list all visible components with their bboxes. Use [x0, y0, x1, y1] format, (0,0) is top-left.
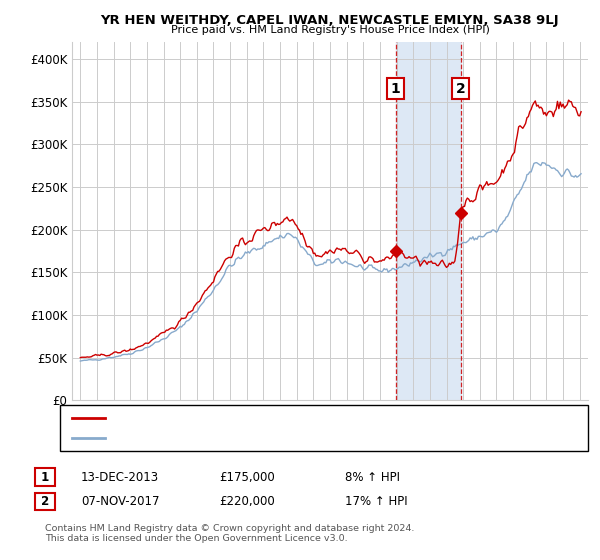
Text: 07-NOV-2017: 07-NOV-2017 — [81, 494, 160, 508]
Line: YR HEN WEITHDY, CAPEL IWAN, NEWCASTLE EMLYN, SA38 9LJ (detached house): YR HEN WEITHDY, CAPEL IWAN, NEWCASTLE EM… — [80, 100, 581, 358]
HPI: Average price, detached house, Carmarthenshire: (2.02e+03, 1.81e+05): Average price, detached house, Carmarthe… — [450, 243, 457, 250]
YR HEN WEITHDY, CAPEL IWAN, NEWCASTLE EMLYN, SA38 9LJ (detached house) — [447, 261, 454, 268]
Text: YR HEN WEITHDY, CAPEL IWAN, NEWCASTLE EMLYN, SA38 9LJ: YR HEN WEITHDY, CAPEL IWAN, NEWCASTLE EM… — [101, 14, 559, 27]
Text: 1: 1 — [37, 470, 53, 484]
HPI: Average price, detached house, Carmarthenshire: (2.02e+03, 1.78e+05): Average price, detached house, Carmarthe… — [447, 245, 454, 252]
Text: YR HEN WEITHDY, CAPEL IWAN, NEWCASTLE EMLYN, SA38 9LJ (detached house): YR HEN WEITHDY, CAPEL IWAN, NEWCASTLE EM… — [111, 413, 526, 423]
Text: 1: 1 — [391, 82, 401, 96]
YR HEN WEITHDY, CAPEL IWAN, NEWCASTLE EMLYN, SA38 9LJ (detached house) — [511, 149, 518, 156]
YR HEN WEITHDY, CAPEL IWAN, NEWCASTLE EMLYN, SA38 9LJ (detached house) — [565, 97, 572, 104]
YR HEN WEITHDY, CAPEL IWAN, NEWCASTLE EMLYN, SA38 9LJ (detached house) — [336, 246, 343, 253]
HPI: Average price, detached house, Carmarthenshire: (2e+03, 4.61e+04): Average price, detached house, Carmarthe… — [77, 358, 84, 365]
Text: 2: 2 — [456, 82, 466, 96]
YR HEN WEITHDY, CAPEL IWAN, NEWCASTLE EMLYN, SA38 9LJ (detached house) — [250, 232, 257, 239]
Text: £220,000: £220,000 — [219, 494, 275, 508]
Bar — [396, 42, 461, 400]
Text: 17% ↑ HPI: 17% ↑ HPI — [345, 494, 407, 508]
YR HEN WEITHDY, CAPEL IWAN, NEWCASTLE EMLYN, SA38 9LJ (detached house) — [437, 258, 445, 265]
HPI: Average price, detached house, Carmarthenshire: (2.02e+03, 2.36e+05): Average price, detached house, Carmarthe… — [511, 196, 518, 203]
HPI: Average price, detached house, Carmarthenshire: (2.01e+03, 1.64e+05): Average price, detached house, Carmarthe… — [336, 257, 343, 264]
Text: Contains HM Land Registry data © Crown copyright and database right 2024.
This d: Contains HM Land Registry data © Crown c… — [45, 524, 415, 543]
Text: 13-DEC-2013: 13-DEC-2013 — [81, 470, 159, 484]
HPI: Average price, detached house, Carmarthenshire: (2.02e+03, 1.73e+05): Average price, detached house, Carmarthe… — [437, 249, 445, 256]
Text: 8% ↑ HPI: 8% ↑ HPI — [345, 470, 400, 484]
HPI: Average price, detached house, Carmarthenshire: (2.01e+03, 1.78e+05): Average price, detached house, Carmarthe… — [250, 245, 257, 251]
HPI: Average price, detached house, Carmarthenshire: (2.02e+03, 2.79e+05): Average price, detached house, Carmarthe… — [539, 159, 546, 166]
Line: HPI: Average price, detached house, Carmarthenshire: HPI: Average price, detached house, Carm… — [80, 162, 581, 361]
YR HEN WEITHDY, CAPEL IWAN, NEWCASTLE EMLYN, SA38 9LJ (detached house) — [577, 109, 584, 115]
Text: Price paid vs. HM Land Registry's House Price Index (HPI): Price paid vs. HM Land Registry's House … — [170, 25, 490, 35]
HPI: Average price, detached house, Carmarthenshire: (2.03e+03, 2.66e+05): Average price, detached house, Carmarthe… — [577, 170, 584, 177]
Text: HPI: Average price, detached house, Carmarthenshire: HPI: Average price, detached house, Carm… — [111, 433, 392, 443]
YR HEN WEITHDY, CAPEL IWAN, NEWCASTLE EMLYN, SA38 9LJ (detached house) — [77, 354, 84, 361]
Text: 2: 2 — [37, 494, 53, 508]
Text: £175,000: £175,000 — [219, 470, 275, 484]
YR HEN WEITHDY, CAPEL IWAN, NEWCASTLE EMLYN, SA38 9LJ (detached house) — [450, 260, 457, 267]
